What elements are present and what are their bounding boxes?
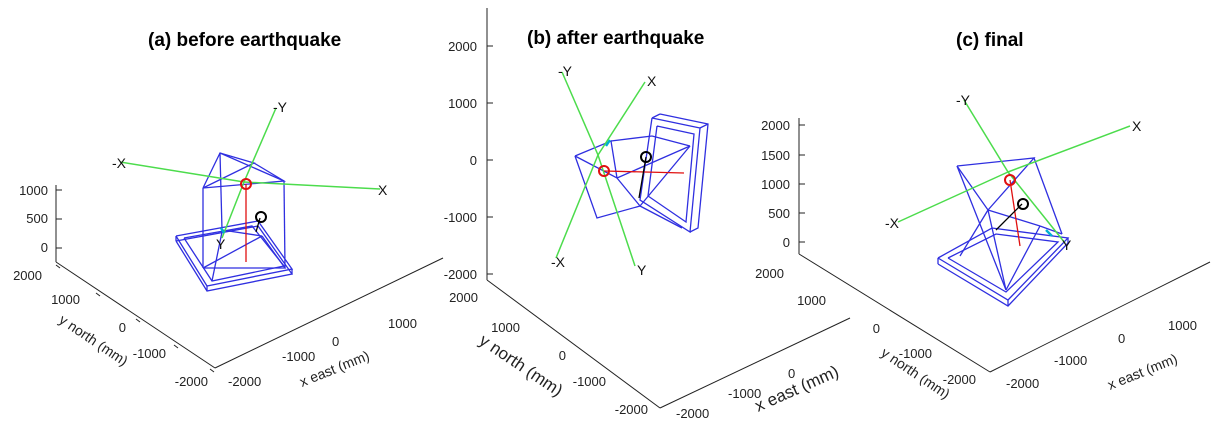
panel-c-axes (798, 118, 1211, 373)
panel-c-y-ticks: 2000 1000 0 -1000 -2000 (755, 266, 976, 387)
panel-c-black-marker (1017, 198, 1029, 210)
panel-a-y-tick: 1000 (51, 292, 80, 307)
panel-b-pos-x-label: X (647, 73, 657, 89)
panel-c-x-tick: 1000 (1168, 318, 1197, 333)
panel-a-x-tick: -1000 (282, 349, 315, 364)
panel-b-black-marker (640, 151, 652, 163)
panel-a-pos-y-label: Y (216, 236, 226, 252)
panel-b-local-axes: -Y X -X Y (551, 63, 657, 278)
panel-c-y-tick: 2000 (755, 266, 784, 281)
panel-c-markers (995, 174, 1029, 247)
panel-c-y-tick: 1000 (797, 293, 826, 308)
panel-b-y-tick: 0 (559, 348, 566, 363)
panel-a: (a) before earthquake 1000 500 0 2000 10… (13, 30, 444, 390)
panel-b-z-tick: 0 (470, 153, 477, 168)
panel-c-red-marker (1004, 174, 1016, 186)
panel-b-axes (486, 8, 851, 409)
panel-b-y-ticks: 2000 1000 0 -1000 -2000 (449, 290, 648, 417)
panel-a-y-tick: 2000 (13, 268, 42, 283)
panel-c-pos-y-label: Y (1062, 237, 1072, 253)
panel-b-z-tick: 1000 (448, 96, 477, 111)
panel-b-wireframe (574, 113, 709, 234)
panel-a-title: (a) before earthquake (148, 30, 341, 51)
panel-a-y-tick: 0 (119, 320, 126, 335)
panel-c-y-tick: -1000 (899, 346, 932, 361)
panel-a-x-tick: -2000 (228, 374, 261, 389)
panel-a-cyan-mark (219, 227, 226, 234)
panel-c-x-tick: -2000 (1006, 376, 1039, 391)
panel-b-cyan-mark (605, 139, 611, 147)
panel-a-wireframe (175, 152, 294, 292)
panel-a-markers (240, 178, 267, 262)
panel-a-red-marker (240, 178, 252, 190)
panel-a-neg-y-label: -Y (273, 99, 288, 115)
panel-c-y-tick: -2000 (943, 372, 976, 387)
panel-a-neg-x-label: -X (112, 155, 127, 171)
panel-b-neg-x-label: -X (551, 254, 566, 270)
panel-a-z-ticks: 1000 500 0 (19, 183, 62, 255)
panel-a-pos-x-label: X (378, 182, 388, 198)
panel-c-z-tick: 1500 (761, 148, 790, 163)
panel-a-y-ticks: 2000 1000 0 -1000 -2000 (13, 264, 215, 389)
panel-c-neg-y-label: -Y (956, 92, 971, 108)
panel-b-neg-y-label: -Y (558, 63, 573, 79)
panel-b-z-tick: -2000 (444, 267, 477, 282)
panel-a-z-tick: 1000 (19, 183, 48, 198)
panel-c-x-tick: 0 (1118, 331, 1125, 346)
panel-b-x-tick: 0 (788, 366, 795, 381)
panel-b-title: (b) after earthquake (527, 28, 704, 49)
panel-a-x-tick: 1000 (388, 316, 417, 331)
panel-c-local-axes: -X X -Y Y (885, 92, 1142, 253)
panel-b-z-tick: 2000 (448, 39, 477, 54)
panel-b-y-tick: 2000 (449, 290, 478, 305)
panel-c-z-tick: 500 (768, 206, 790, 221)
panel-a-black-marker (255, 211, 267, 223)
panel-c: (c) final 2000 1500 1000 500 0 2000 1000… (755, 30, 1211, 402)
panel-b-pos-y-label: Y (637, 262, 647, 278)
panel-c-cyan-mark (1045, 229, 1053, 237)
panel-a-y-tick: -1000 (133, 346, 166, 361)
panel-b-z-ticks: 2000 1000 0 -1000 -2000 (444, 39, 493, 282)
panel-c-y-tick: 0 (873, 321, 880, 336)
panel-a-x-ticks: -2000 -1000 0 1000 (228, 316, 417, 389)
panel-b-y-tick: -2000 (615, 402, 648, 417)
panel-b-x-tick: -2000 (676, 406, 709, 421)
panel-c-z-tick: 0 (783, 235, 790, 250)
panel-a-z-tick: 0 (41, 240, 48, 255)
panel-b-x-ticks: -2000 -1000 0 (676, 366, 795, 421)
panel-b-markers (598, 151, 685, 199)
panel-c-neg-x-label: -X (885, 215, 900, 231)
panel-b-z-tick: -1000 (444, 210, 477, 225)
panel-c-xlabel: x east (mm) (1105, 350, 1180, 393)
panel-c-z-tick: 2000 (761, 118, 790, 133)
panel-c-z-ticks: 2000 1500 1000 500 0 (761, 118, 805, 250)
panel-c-z-tick: 1000 (761, 177, 790, 192)
panel-c-x-ticks: -2000 -1000 0 1000 (1006, 318, 1197, 391)
panel-a-z-tick: 500 (26, 211, 48, 226)
panel-b-x-tick: -1000 (728, 386, 761, 401)
panel-b-y-tick: -1000 (573, 374, 606, 389)
panel-b-y-tick: 1000 (491, 320, 520, 335)
panel-c-x-tick: -1000 (1054, 353, 1087, 368)
panel-b-xlabel: x east (mm) (752, 362, 842, 416)
panel-c-pos-x-label: X (1132, 118, 1142, 134)
panel-a-axes (55, 185, 444, 369)
panel-b-red-marker (598, 165, 610, 177)
panel-a-y-tick: -2000 (175, 374, 208, 389)
panel-c-wireframe (937, 157, 1070, 307)
panel-b-ylabel: y north (mm) (476, 331, 566, 401)
panel-c-title: (c) final (956, 30, 1024, 51)
panel-a-local-axes: -X X -Y Y (112, 99, 388, 252)
panel-a-x-tick: 0 (332, 334, 339, 349)
